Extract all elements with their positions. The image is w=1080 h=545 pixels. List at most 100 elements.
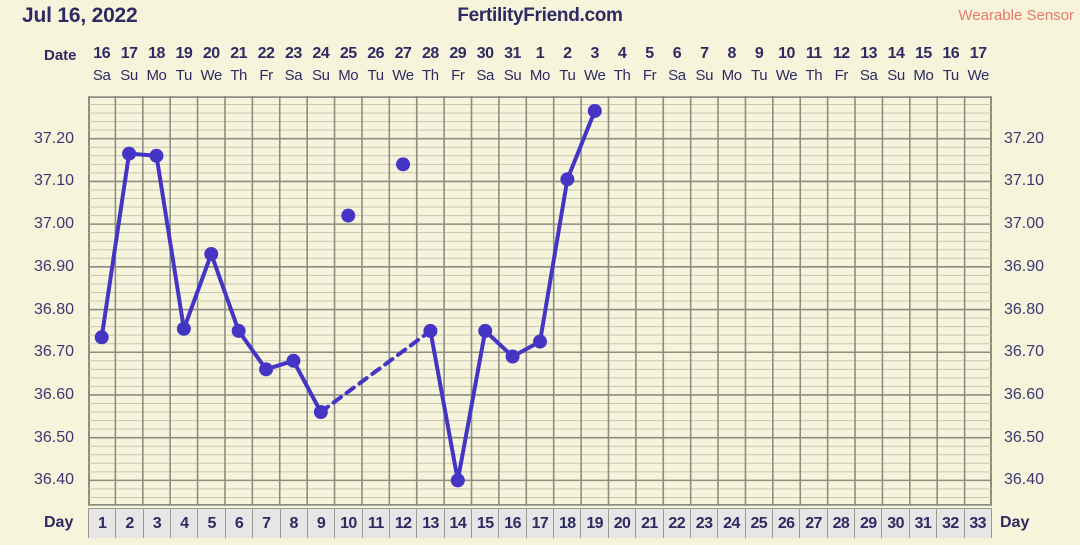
date-tick: 2 [563, 45, 572, 62]
cycle-day-cell: 22 [663, 508, 691, 538]
y-axis-tick-label: 36.40 [1004, 471, 1045, 489]
y-axis-tick-label: 36.50 [33, 428, 74, 446]
cycle-day-cell: 33 [964, 508, 992, 538]
weekday-tick: We [200, 67, 223, 84]
cycle-day-row: 1 2 3 4 5 6 7 8 9 10 11 12 13 14 15 16 17 18 19 20 21 22 23 24 2… [88, 508, 992, 538]
y-axis-tick-label: 36.80 [1004, 300, 1045, 318]
date-tick: 3 [590, 45, 600, 62]
cycle-day-cell: 3 [143, 508, 172, 538]
cycle-day-cell: 15 [472, 508, 500, 538]
weekday-tick: Mo [913, 67, 934, 84]
weekday-tick: Su [503, 67, 522, 84]
weekday-tick: We [392, 67, 414, 84]
date-tick: 21 [230, 45, 248, 62]
cycle-day-cell: 20 [608, 508, 637, 538]
y-axis-tick-label: 37.00 [33, 215, 74, 233]
date-tick: 5 [645, 45, 654, 62]
date-axis-label: Date [44, 47, 77, 64]
cycle-day-cell: 26 [772, 508, 801, 538]
cycle-day-cell: 24 [718, 508, 746, 538]
weekday-tick: Tu [942, 67, 960, 84]
weekday-tick: Sa [476, 67, 494, 84]
date-tick: 8 [727, 45, 736, 62]
weekday-tick: Th [230, 67, 247, 84]
weekday-tick: Th [805, 67, 823, 84]
cycle-day-cell: 6 [225, 508, 254, 538]
date-axis: Date 16 17 18 19 20 21 22 23 24 25 26 27 28 29 30 31 1 2 3… [0, 40, 1080, 92]
date-tick: 17 [969, 45, 987, 62]
weekday-row: Sa Su Mo Tu We Th Fr Sa Su Mo Tu We Th Fr Sa Su Mo Tu We Th… [88, 66, 992, 86]
date-tick: 31 [504, 45, 521, 62]
cycle-day-cell: 32 [937, 508, 965, 538]
y-axis-tick-label: 37.10 [1004, 172, 1045, 190]
y-axis-tick-label: 36.90 [33, 257, 74, 275]
weekday-tick: Su [312, 67, 330, 84]
y-axis-tick-label: 37.00 [1004, 215, 1045, 233]
date-tick: 15 [915, 45, 932, 62]
plot-gridlines [88, 96, 992, 506]
weekday-tick: Fr [642, 67, 657, 84]
y-axis-right: 37.20 37.10 37.00 36.90 36.80 36.70 36.60 36.50… [996, 96, 1080, 506]
cycle-day-cell: 19 [581, 508, 609, 538]
y-axis-tick-label: 37.10 [33, 172, 74, 190]
date-tick: 17 [120, 45, 138, 62]
weekday-tick: Sa [92, 67, 111, 84]
date-tick: 11 [805, 45, 822, 62]
page-date: Jul 16, 2022 [22, 4, 138, 27]
weekday-tick: Tu [750, 67, 768, 84]
weekday-tick: Tu [559, 67, 576, 84]
weekday-tick: We [967, 67, 989, 84]
date-tick: 6 [672, 45, 682, 62]
day-axis-label-right: Day [1000, 514, 1030, 531]
weekday-tick: Fr [834, 67, 849, 84]
date-tick: 22 [257, 45, 275, 62]
y-axis-tick-label: 37.20 [1004, 129, 1045, 147]
cycle-day-cell: 14 [444, 508, 473, 538]
cycle-day-cell: 25 [745, 508, 773, 538]
weekday-tick: Fr [259, 67, 273, 84]
date-tick: 9 [754, 45, 764, 62]
cycle-day-cell: 13 [417, 508, 445, 538]
cycle-day-cell: 18 [554, 508, 582, 538]
date-tick: 7 [700, 45, 709, 62]
y-axis-tick-label: 37.20 [33, 129, 74, 147]
cycle-day-cell: 4 [171, 508, 199, 538]
sensor-badge: Wearable Sensor [958, 7, 1074, 24]
weekday-tick: Th [613, 67, 631, 84]
y-axis-tick-label: 36.80 [33, 300, 74, 318]
date-tick: 29 [449, 45, 467, 62]
date-tick: 16 [942, 45, 960, 62]
date-tick: 20 [202, 45, 220, 62]
weekday-tick: Sa [668, 67, 686, 84]
weekday-tick: Mo [146, 67, 167, 84]
date-tick: 25 [339, 45, 357, 62]
weekday-tick: Fr [451, 67, 465, 84]
date-tick: 10 [778, 45, 795, 62]
date-tick: 24 [312, 45, 330, 62]
weekday-tick: Sa [859, 67, 878, 84]
cycle-day-cell: 17 [526, 508, 555, 538]
cycle-day-cell: 5 [198, 508, 226, 538]
date-tick: 1 [535, 45, 545, 62]
y-axis-tick-label: 36.70 [1004, 343, 1045, 361]
cycle-day-cell: 21 [636, 508, 664, 538]
cycle-day-cell: 23 [690, 508, 719, 538]
day-axis-label-left: Day [44, 514, 74, 531]
date-tick: 28 [421, 45, 439, 62]
y-axis-left: 37.20 37.10 37.00 36.90 36.80 36.70 36.60 36.50… [0, 96, 84, 506]
weekday-tick: Mo [721, 67, 742, 84]
date-tick: 18 [148, 45, 165, 62]
date-tick: 19 [175, 45, 193, 62]
cycle-day-cell: 16 [499, 508, 527, 538]
date-tick: 14 [887, 45, 905, 62]
date-tick: 23 [285, 45, 302, 62]
cycle-day-cell: 8 [280, 508, 308, 538]
weekday-tick: Th [422, 67, 439, 84]
cycle-day-cell: 2 [116, 508, 144, 538]
date-tick: 13 [860, 45, 878, 62]
cycle-day-cell: 12 [389, 508, 418, 538]
weekday-tick: Sa [284, 67, 303, 84]
weekday-tick: Su [695, 67, 714, 84]
y-axis-tick-label: 36.40 [33, 471, 74, 489]
date-number-row: 16 17 18 19 20 21 22 23 24 25 26 27 28 29 30 31 1 2 3 4 5 6 7 8… [88, 44, 992, 64]
